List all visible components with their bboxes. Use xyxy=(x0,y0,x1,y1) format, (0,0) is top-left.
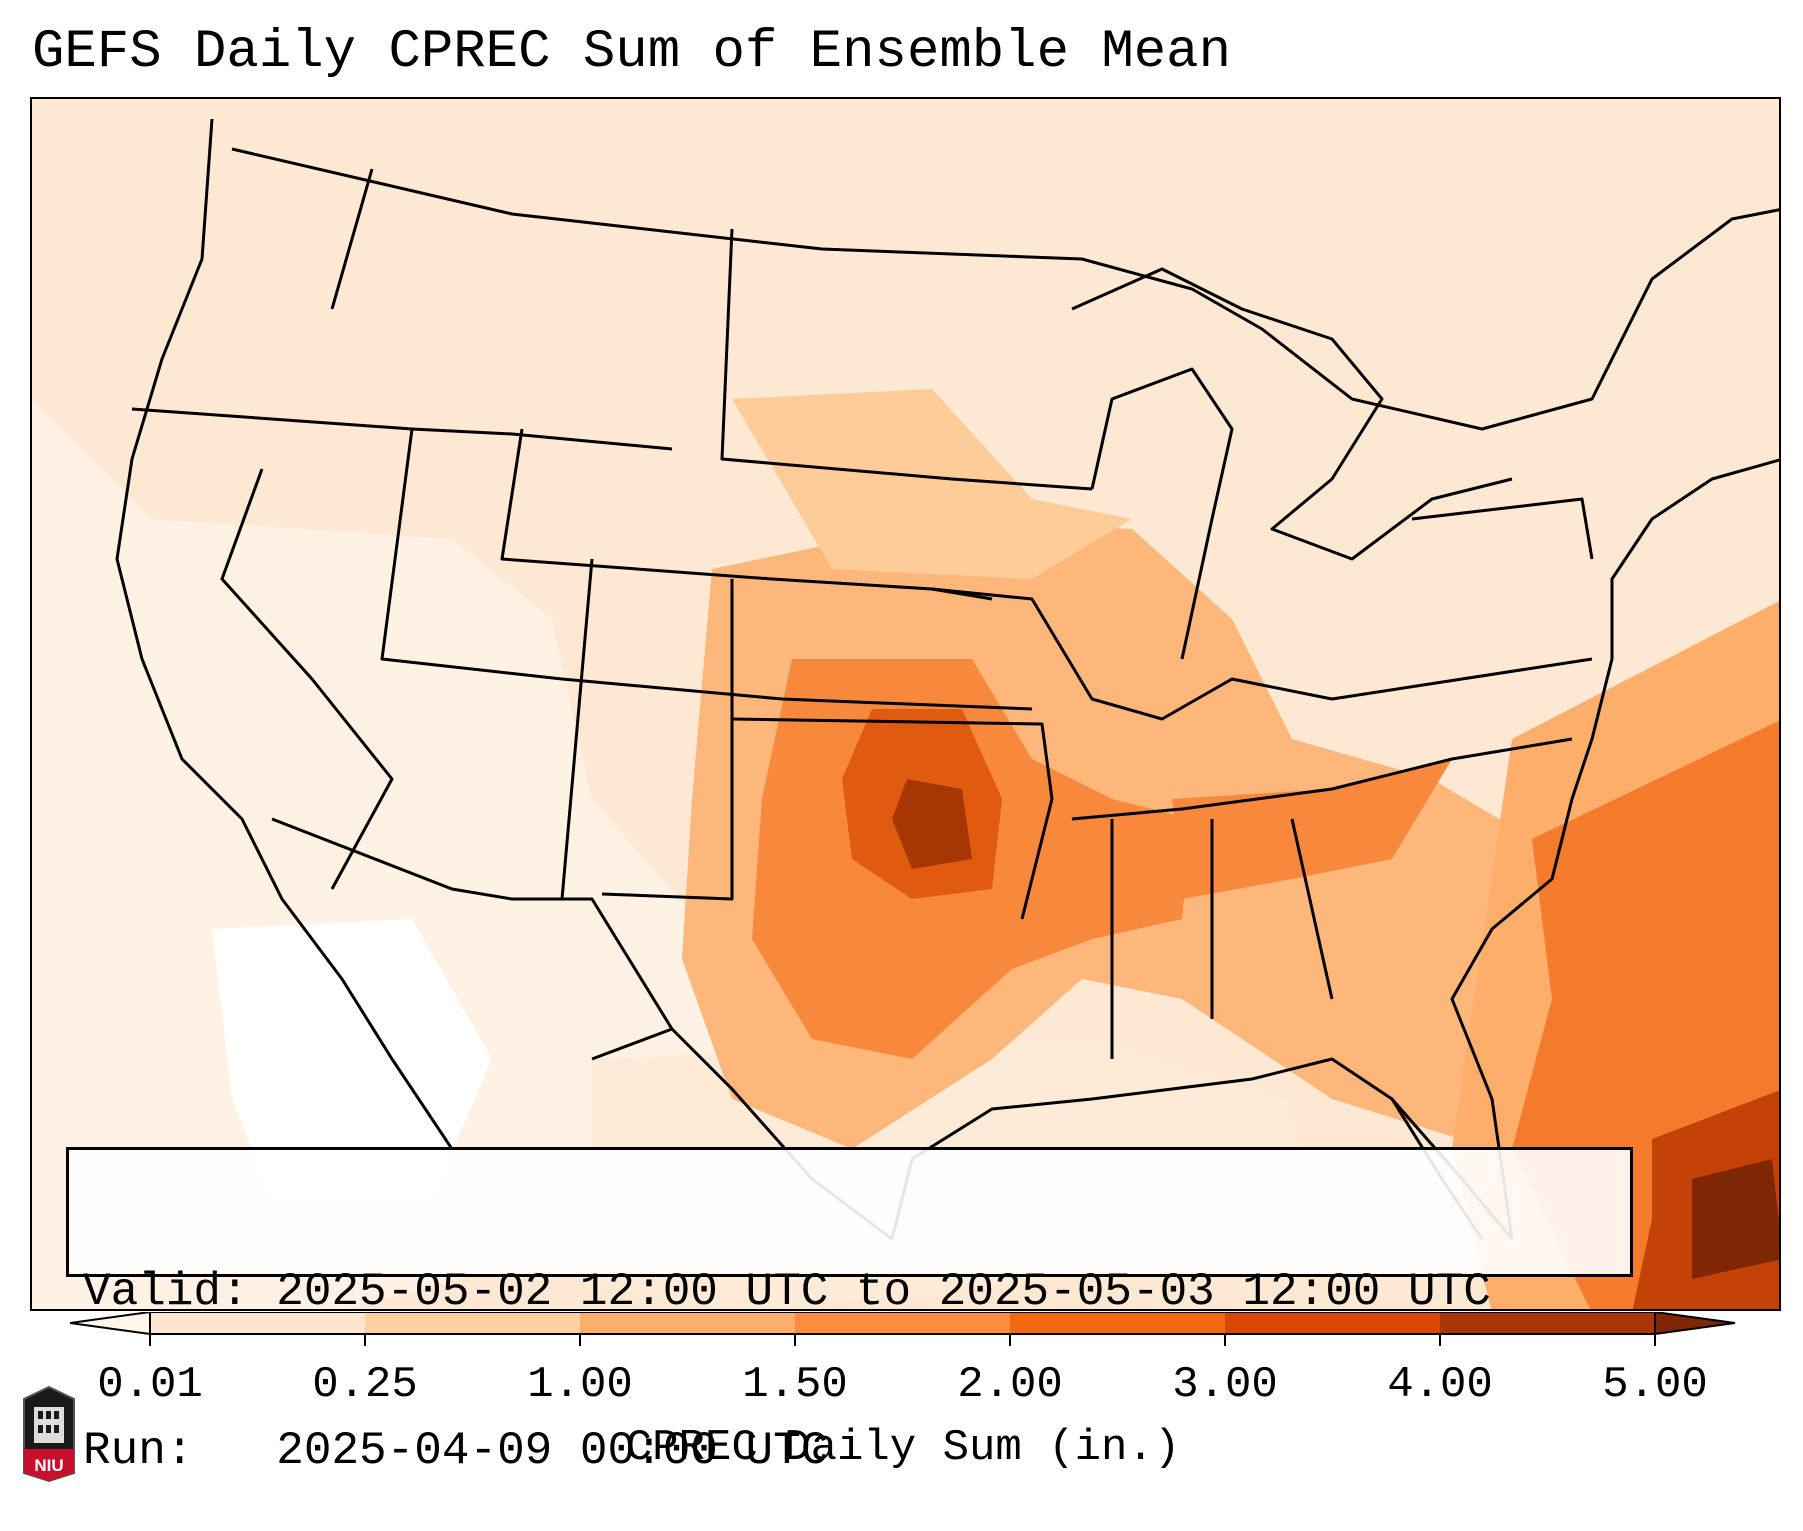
colorbar-tick-label: 4.00 xyxy=(1387,1360,1493,1410)
run-info-box: Valid: 2025-05-02 12:00 UTC to 2025-05-0… xyxy=(66,1147,1633,1477)
colorbar-bin-2 xyxy=(580,1312,795,1334)
state-line-7 xyxy=(560,558,594,900)
state-line-8 xyxy=(601,579,734,901)
chart-title: GEFS Daily CPREC Sum of Ensemble Mean xyxy=(32,22,1231,83)
state-line-10 xyxy=(931,587,1593,721)
state-line-6 xyxy=(720,228,1093,491)
colorbar-tick-label: 0.25 xyxy=(312,1360,418,1410)
mexico-border xyxy=(271,817,674,1030)
state-line-14 xyxy=(1411,497,1594,560)
precip-max-center xyxy=(892,779,972,869)
precip-core-southeast xyxy=(1172,759,1452,899)
state-line-1 xyxy=(131,407,673,451)
state-line-12 xyxy=(1110,818,1334,1059)
precip-light-southwest xyxy=(212,919,492,1199)
colorbar xyxy=(70,1312,1736,1346)
state-line-11 xyxy=(1071,737,1573,821)
us-canada-border xyxy=(231,147,1779,431)
valid-time-text: Valid: 2025-05-02 12:00 UTC to 2025-05-0… xyxy=(83,1266,1491,1318)
map-canvas xyxy=(32,99,1779,1309)
colorbar-tick-label: 3.00 xyxy=(1172,1360,1278,1410)
great-lakes-outline xyxy=(1071,267,1513,561)
colorbar-tick-label: 0.01 xyxy=(97,1360,203,1410)
colorbar-tick-label: 1.00 xyxy=(527,1360,633,1410)
state-line-4 xyxy=(380,428,1033,711)
logo-text: NIU xyxy=(34,1456,63,1475)
state-line-2 xyxy=(330,168,374,310)
colorbar-tick-label: 5.00 xyxy=(1602,1360,1708,1410)
colorbar-bin-4 xyxy=(1010,1312,1225,1334)
colorbar-bin-6 xyxy=(1440,1312,1655,1334)
colorbar-bin-3 xyxy=(795,1312,1010,1334)
precip-max-caribbean-core xyxy=(1692,1159,1779,1279)
colorbar-bin-0 xyxy=(150,1312,365,1334)
precip-light-west xyxy=(32,399,752,1309)
state-line-13 xyxy=(1090,367,1234,660)
atlantic-coast xyxy=(1450,458,1779,1240)
niu-logo: NIU xyxy=(23,1385,75,1483)
colorbar-under-arrow xyxy=(70,1312,151,1336)
state-line-9 xyxy=(731,717,1054,920)
colorbar-tick-label: 2.00 xyxy=(957,1360,1063,1410)
run-time-text: Run: 2025-04-09 00:00 UTC xyxy=(83,1425,829,1477)
pacific-coast xyxy=(115,118,454,1150)
colorbar-title: CPREC Daily Sum (in.) xyxy=(625,1423,1181,1473)
colorbar-over-arrow xyxy=(1654,1312,1736,1336)
colorbar-bin-1 xyxy=(365,1312,580,1334)
colorbar-tick-label: 1.50 xyxy=(742,1360,848,1410)
colorbar-bin-5 xyxy=(1225,1312,1440,1334)
colorbar-frame xyxy=(149,1312,1656,1335)
state-line-3 xyxy=(220,468,394,890)
precip-band-north xyxy=(732,389,1132,579)
colorbar-ticks xyxy=(149,1334,1656,1346)
gulf-coast xyxy=(591,1027,1514,1241)
precipitation-map xyxy=(30,97,1781,1311)
